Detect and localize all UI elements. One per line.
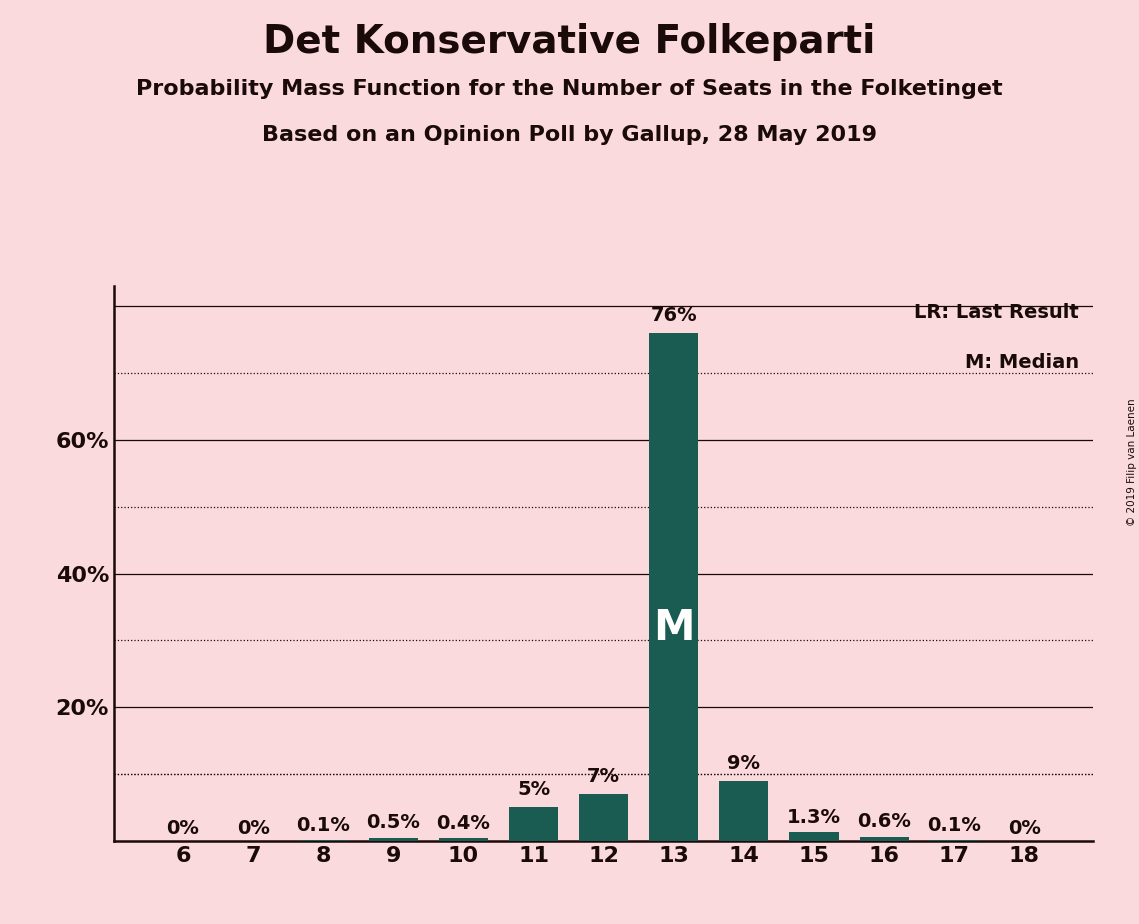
Text: 1.3%: 1.3% (787, 808, 841, 827)
Bar (579, 794, 629, 841)
Text: Det Konservative Folkeparti: Det Konservative Folkeparti (263, 23, 876, 61)
Text: 0.1%: 0.1% (927, 816, 981, 834)
Text: Probability Mass Function for the Number of Seats in the Folketinget: Probability Mass Function for the Number… (137, 79, 1002, 99)
Bar (720, 781, 769, 841)
Text: M: Median: M: Median (965, 353, 1079, 372)
Bar (369, 837, 418, 841)
Text: 0%: 0% (166, 820, 199, 838)
Bar (860, 837, 909, 841)
Bar (789, 833, 838, 841)
Text: 0%: 0% (1008, 820, 1041, 838)
Text: Based on an Opinion Poll by Gallup, 28 May 2019: Based on an Opinion Poll by Gallup, 28 M… (262, 125, 877, 145)
Bar (509, 808, 558, 841)
Text: 0.1%: 0.1% (296, 816, 350, 834)
Text: 0%: 0% (237, 820, 270, 838)
Text: 0.5%: 0.5% (367, 813, 420, 833)
Text: LR: Last Result: LR: Last Result (913, 303, 1079, 322)
Text: 9%: 9% (728, 754, 761, 772)
Bar (439, 838, 487, 841)
Text: M: M (653, 607, 695, 649)
Text: 0.4%: 0.4% (436, 814, 491, 833)
Text: 0.6%: 0.6% (858, 812, 911, 832)
Text: 76%: 76% (650, 306, 697, 325)
Text: © 2019 Filip van Laenen: © 2019 Filip van Laenen (1126, 398, 1137, 526)
Bar (649, 334, 698, 841)
Text: 5%: 5% (517, 781, 550, 799)
Text: 7%: 7% (588, 767, 620, 786)
